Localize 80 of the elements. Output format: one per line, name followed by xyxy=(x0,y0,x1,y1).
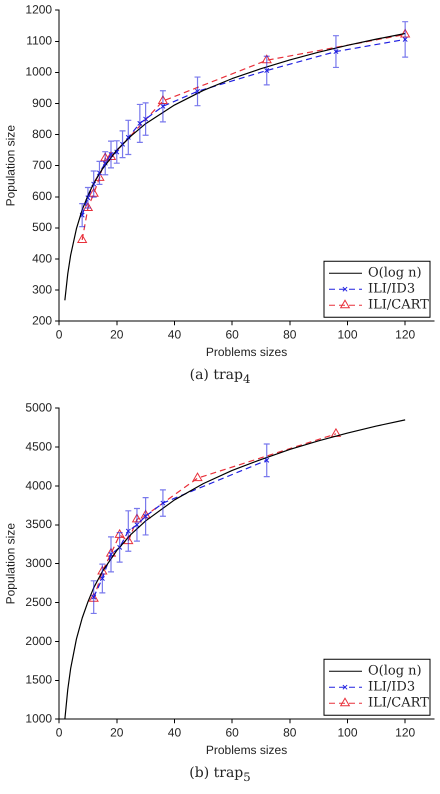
y-tick-label: 900 xyxy=(32,96,52,110)
legend-label: O(log n) xyxy=(368,664,422,679)
y-tick-label: 3500 xyxy=(25,517,52,532)
point xyxy=(262,54,272,64)
point xyxy=(126,134,131,140)
point xyxy=(264,68,270,74)
y-tick-label: 2500 xyxy=(25,594,52,609)
y-tick-label: 400 xyxy=(32,251,52,266)
y-tick-label: 300 xyxy=(32,282,52,296)
x-tick-label: 80 xyxy=(283,726,297,740)
legend-label: ILI/CART xyxy=(368,298,430,313)
point xyxy=(88,593,99,602)
y-axis-title: Population size xyxy=(4,522,18,604)
point xyxy=(140,510,150,518)
y-axis-title: Population size xyxy=(4,124,18,206)
y-tick-label: 200 xyxy=(32,314,52,328)
point xyxy=(134,522,140,528)
legend-label: ILI/ID3 xyxy=(368,680,416,695)
x-tick-label: 40 xyxy=(168,328,182,342)
point xyxy=(137,120,142,126)
point xyxy=(106,151,116,160)
point xyxy=(100,152,110,162)
y-tick-label: 500 xyxy=(32,220,52,234)
text: (b) trap$_{5}$ xyxy=(188,764,252,786)
y-tick-label: 1200 xyxy=(25,2,52,17)
x-tick-label: 120 xyxy=(395,328,416,342)
point xyxy=(114,529,124,538)
point xyxy=(123,536,134,544)
point xyxy=(132,514,142,522)
point xyxy=(402,36,408,42)
y-tick-label: 5000 xyxy=(25,400,52,415)
x-tick-label: 40 xyxy=(168,726,182,740)
point xyxy=(88,188,99,197)
x-axis-title: Problems sizes xyxy=(206,345,288,360)
text: (a) trap$_{4}$ xyxy=(188,366,252,388)
point xyxy=(142,116,148,122)
point xyxy=(80,212,85,218)
point xyxy=(106,548,116,557)
y-tick-label: 1000 xyxy=(25,64,52,79)
point xyxy=(100,576,105,582)
y-tick-label: 3000 xyxy=(25,556,52,570)
x-tick-label: 100 xyxy=(337,328,358,342)
legend-label: O(log n) xyxy=(368,266,422,281)
x-tick-label: 20 xyxy=(110,328,124,342)
point xyxy=(117,544,122,550)
x-tick-label: 60 xyxy=(225,726,240,740)
x-tick-label: 0 xyxy=(56,328,63,342)
point xyxy=(264,458,270,463)
point xyxy=(114,149,120,155)
point xyxy=(83,202,93,211)
y-tick-label: 4500 xyxy=(25,439,52,454)
x-tick-label: 120 xyxy=(395,726,416,740)
point xyxy=(160,500,166,506)
point xyxy=(77,234,87,244)
x-tick-label: 0 xyxy=(56,726,63,740)
y-tick-label: 1000 xyxy=(25,712,52,726)
x-axis-title: Problems sizes xyxy=(206,743,288,758)
y-tick-label: 1100 xyxy=(26,34,52,48)
point xyxy=(126,528,131,534)
point xyxy=(192,472,202,482)
point xyxy=(160,104,166,109)
point xyxy=(98,566,108,574)
legend-label: ILI/ID3 xyxy=(368,282,416,297)
x-tick-label: 60 xyxy=(225,328,240,342)
point xyxy=(333,48,339,54)
point xyxy=(331,428,341,437)
x-tick-label: 100 xyxy=(337,726,358,740)
point xyxy=(194,88,200,94)
y-tick-label: 4000 xyxy=(25,478,52,492)
point xyxy=(400,28,410,38)
legend-label: ILI/CART xyxy=(368,696,430,711)
y-tick-label: 600 xyxy=(32,189,52,204)
y-tick-label: 1500 xyxy=(25,672,52,687)
point xyxy=(158,96,168,104)
y-tick-label: 700 xyxy=(32,158,52,172)
y-tick-label: 800 xyxy=(32,126,52,141)
x-tick-label: 80 xyxy=(283,328,297,342)
point xyxy=(85,195,91,200)
x-tick-label: 20 xyxy=(110,726,124,740)
y-tick-label: 2000 xyxy=(25,634,52,648)
